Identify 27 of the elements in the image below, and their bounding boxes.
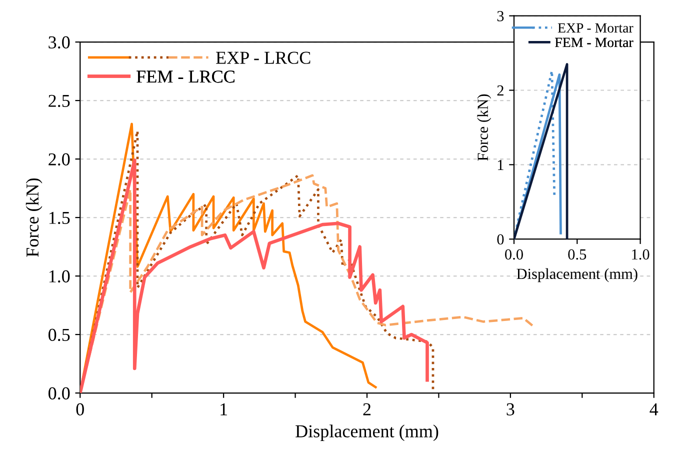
y-tick-label: 2.5 (48, 94, 70, 108)
y-tick-label: 1 (498, 160, 504, 170)
x-tick-label: 1.0 (632, 249, 650, 260)
y-axis-title: Force (kN) (477, 94, 492, 161)
y-tick-label: 1.0 (49, 270, 70, 283)
y-tick-label: 0.5 (48, 328, 70, 342)
x-tick-label: 1 (220, 403, 227, 416)
legend-label: FEM - LRCC (136, 70, 234, 83)
y-tick-label: 3.0 (48, 36, 70, 49)
legend-label: FEM - Mortar (555, 38, 634, 48)
legend-label: EXP - Mortar (558, 23, 634, 33)
legend-label: EXP - LRCC (216, 52, 310, 64)
x-tick-label: 0.0 (505, 249, 523, 260)
y-tick-label: 0 (497, 234, 504, 245)
y-axis-title: Force (kN) (26, 178, 42, 257)
x-tick-label: 0.5 (568, 249, 586, 260)
x-tick-label: 4 (650, 403, 658, 416)
x-tick-label: 0 (76, 403, 84, 416)
x-tick-label: 2 (363, 403, 371, 416)
y-tick-label: 2 (497, 85, 504, 96)
y-tick-label: 2.0 (48, 153, 70, 166)
y-tick-label: 3 (497, 11, 504, 22)
x-axis-title: Displacement (mm) (516, 268, 638, 282)
y-tick-label: 0.0 (48, 387, 70, 400)
x-axis-title: Displacement (mm) (296, 424, 438, 442)
y-tick-label: 1.5 (49, 212, 70, 224)
x-tick-label: 3 (506, 403, 514, 416)
